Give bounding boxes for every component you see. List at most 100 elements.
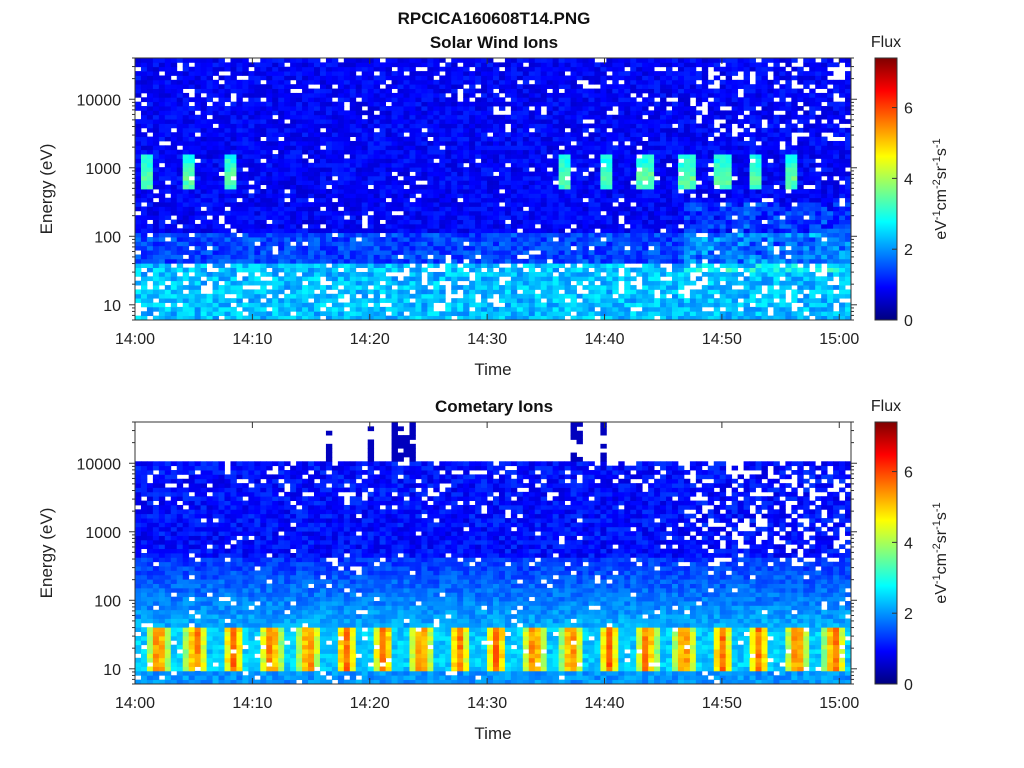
heatmap-cell (427, 101, 434, 107)
heatmap-cell (308, 136, 315, 142)
heatmap-cell (385, 97, 392, 103)
heatmap-cell (409, 293, 416, 299)
heatmap-cell (528, 271, 536, 277)
heatmap-cell (319, 175, 327, 181)
heatmap-cell (254, 289, 261, 295)
heatmap-cell (361, 140, 369, 146)
heatmap-cell (176, 245, 184, 251)
heatmap-cell (582, 311, 589, 317)
heatmap-cell (260, 62, 267, 68)
heatmap-cell (403, 254, 410, 260)
heatmap-cell (624, 197, 631, 203)
heatmap-cell (260, 84, 267, 89)
heatmap-cell (570, 250, 577, 255)
heatmap-cell (672, 210, 679, 216)
heatmap-cell (457, 237, 464, 242)
heatmap-cell (516, 158, 524, 164)
heatmap-cell (260, 140, 267, 146)
heatmap-cell (439, 175, 446, 181)
heatmap-cell (182, 285, 190, 290)
heatmap-cell (242, 228, 249, 234)
heatmap-cell (254, 119, 261, 124)
heatmap-cell (260, 311, 267, 317)
heatmap-cell (373, 184, 381, 190)
heatmap-cell (498, 79, 506, 85)
heatmap-cell (331, 223, 339, 229)
heatmap-cell (666, 223, 673, 229)
heatmap-cell (540, 154, 548, 159)
heatmap-cell (534, 62, 542, 68)
heatmap-cell (654, 254, 661, 260)
heatmap-cell (218, 106, 225, 111)
heatmap-cell (594, 106, 601, 111)
heatmap-cell (522, 110, 530, 116)
heatmap-cell (504, 149, 512, 155)
heatmap-cell (367, 149, 375, 155)
heatmap-cell (337, 97, 345, 103)
heatmap-cell (481, 132, 488, 137)
heatmap-cell (290, 180, 297, 186)
heatmap-cell (135, 88, 142, 94)
heatmap-cell (677, 315, 685, 321)
heatmap-cell (510, 315, 518, 321)
heatmap-cell (504, 202, 512, 207)
heatmap-cell (522, 285, 530, 290)
heatmap-cell (188, 123, 196, 129)
heatmap-cell (272, 197, 279, 203)
heatmap-cell (618, 97, 625, 103)
heatmap-cell (624, 254, 631, 260)
heatmap-cell (433, 280, 440, 286)
heatmap-cell (391, 306, 398, 312)
heatmap-cell (516, 193, 524, 199)
heatmap-cell (654, 258, 661, 264)
heatmap-cell (421, 71, 428, 76)
heatmap-cell (194, 263, 202, 268)
heatmap-cell (481, 154, 488, 159)
heatmap-cell (164, 114, 172, 120)
heatmap-cell (224, 267, 231, 273)
heatmap-cell (445, 197, 452, 203)
heatmap-cell (439, 184, 446, 190)
heatmap-cell (666, 171, 673, 177)
heatmap-cell (349, 149, 357, 155)
heatmap-cell (457, 285, 464, 290)
heatmap-cell (224, 66, 231, 72)
heatmap-cell (588, 75, 595, 81)
heatmap-cell (355, 158, 363, 164)
heatmap-cell (314, 171, 321, 177)
heatmap-cell (612, 302, 619, 308)
heatmap-cell (612, 193, 619, 199)
heatmap-cell (409, 180, 416, 186)
heatmap-cell (248, 254, 255, 260)
heatmap-cell (302, 206, 309, 212)
heatmap-cell (379, 311, 386, 317)
heatmap-cell (182, 311, 190, 317)
heatmap-cell (618, 132, 625, 137)
heatmap-cell (135, 106, 142, 111)
heatmap-cell (457, 75, 464, 81)
heatmap-cell (188, 293, 196, 299)
heatmap-cell (319, 267, 327, 273)
heatmap-cell (570, 84, 577, 89)
heatmap-cell (660, 75, 667, 81)
heatmap-cell (558, 58, 565, 63)
heatmap-cell (361, 206, 369, 212)
heatmap-cell (146, 175, 154, 181)
heatmap-cell (481, 189, 488, 194)
heatmap-cell (642, 119, 649, 124)
heatmap-cell (260, 75, 267, 81)
heatmap-cell (170, 171, 178, 177)
heatmap-cell (451, 162, 458, 168)
heatmap-cell (570, 162, 577, 168)
heatmap-cell (140, 311, 148, 317)
heatmap-cell (325, 101, 333, 107)
heatmap-cell (576, 175, 583, 181)
heatmap-cell (510, 106, 518, 111)
heatmap-cell (248, 158, 255, 164)
heatmap-cell (576, 127, 583, 133)
heatmap-cell (439, 97, 446, 103)
heatmap-cell (666, 62, 673, 68)
heatmap-cell (379, 193, 386, 199)
heatmap-cell (296, 219, 303, 225)
heatmap-cell (510, 232, 518, 238)
